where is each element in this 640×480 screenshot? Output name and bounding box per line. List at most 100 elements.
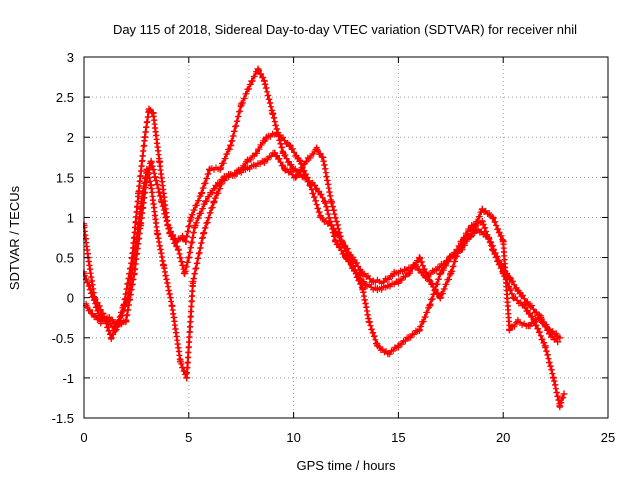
data-point (296, 157, 304, 165)
grid (84, 57, 608, 418)
data-point (411, 262, 419, 270)
data-point (273, 129, 281, 137)
x-tick-label: 20 (496, 430, 510, 445)
data-point (197, 189, 205, 197)
data-point (474, 226, 482, 233)
data-point (359, 286, 367, 294)
data-point (478, 205, 486, 213)
data-point (168, 302, 176, 310)
data-point (338, 238, 346, 245)
data-point (405, 334, 413, 342)
data-point (141, 133, 149, 141)
data-point (187, 213, 195, 221)
data-point (179, 234, 186, 241)
data-point (260, 77, 268, 85)
series-track-3 (83, 144, 564, 382)
data-point (415, 254, 423, 262)
data-point (556, 334, 564, 342)
data-point (415, 326, 423, 334)
data-point (373, 342, 381, 350)
data-point (174, 246, 182, 253)
data-point (524, 322, 532, 330)
data-point (160, 262, 168, 270)
data-point (210, 197, 218, 205)
data-point (200, 230, 207, 237)
data-point (292, 173, 300, 181)
data-point (97, 318, 105, 326)
data-point (147, 181, 155, 189)
data-point (91, 294, 98, 302)
data-point (499, 238, 507, 245)
y-tick-label: -1.5 (52, 411, 74, 426)
data-point (252, 149, 260, 157)
data-point (516, 290, 524, 298)
data-point (468, 230, 476, 237)
data-point (262, 133, 270, 141)
data-point (183, 374, 191, 382)
data-point (365, 318, 373, 326)
data-point (271, 149, 279, 157)
data-point (401, 266, 409, 274)
y-axis-label: SDTVAR / TECUs (7, 185, 22, 290)
data-point (554, 338, 562, 346)
data-point (447, 254, 455, 262)
data-point (560, 390, 568, 398)
data-point (327, 197, 335, 205)
plot-frame (83, 56, 609, 419)
data-point (541, 342, 549, 350)
data-point (285, 141, 293, 149)
data-point (191, 222, 199, 229)
x-tick-label: 0 (80, 430, 87, 445)
data-point (216, 165, 224, 173)
data-point (436, 270, 444, 278)
data-point (359, 270, 367, 278)
data-point (181, 270, 189, 278)
data-point (156, 157, 163, 165)
data-point (426, 302, 434, 310)
plot-area (83, 65, 568, 411)
x-tick-label: 15 (391, 430, 405, 445)
data-point (189, 278, 197, 286)
data-point (436, 294, 444, 302)
axis-ticks: 0 5 10 15 20 25 -1.5 -1 -0.5 0 0.5 1 1.5 2 2.5 3 (52, 50, 616, 445)
data-point (485, 234, 492, 241)
data-point (510, 294, 518, 302)
data-point (526, 302, 534, 310)
data-point (317, 213, 325, 221)
data-point (506, 274, 513, 282)
data-point (158, 197, 166, 205)
data-point (182, 238, 190, 245)
y-tick-label: -0.5 (52, 331, 74, 346)
data-point (545, 326, 553, 334)
data-point (384, 282, 392, 290)
data-point (88, 310, 96, 318)
data-point (250, 161, 258, 169)
y-tick-label: 3 (67, 50, 74, 65)
data-point (116, 318, 124, 326)
data-point (535, 314, 543, 322)
data-point (321, 197, 329, 205)
data-point (212, 181, 220, 189)
data-point (432, 266, 440, 274)
data-point (132, 238, 140, 245)
data-point (489, 213, 497, 221)
data-point (380, 278, 388, 286)
data-point (99, 310, 107, 318)
data-point (260, 157, 268, 165)
data-point (279, 149, 287, 157)
chart-title: Day 115 of 2018, Sidereal Day-to-day VTE… (113, 22, 577, 37)
data-point (394, 342, 402, 350)
data-point (394, 278, 402, 286)
data-point (506, 326, 513, 334)
y-tick-label: 0.5 (56, 251, 74, 266)
data-point (147, 157, 155, 165)
data-point (363, 282, 371, 290)
data-point (254, 65, 262, 73)
data-point (105, 314, 113, 322)
data-point (457, 246, 465, 253)
data-point (237, 101, 245, 109)
y-tick-label: 2 (67, 130, 74, 145)
data-point (550, 374, 557, 382)
